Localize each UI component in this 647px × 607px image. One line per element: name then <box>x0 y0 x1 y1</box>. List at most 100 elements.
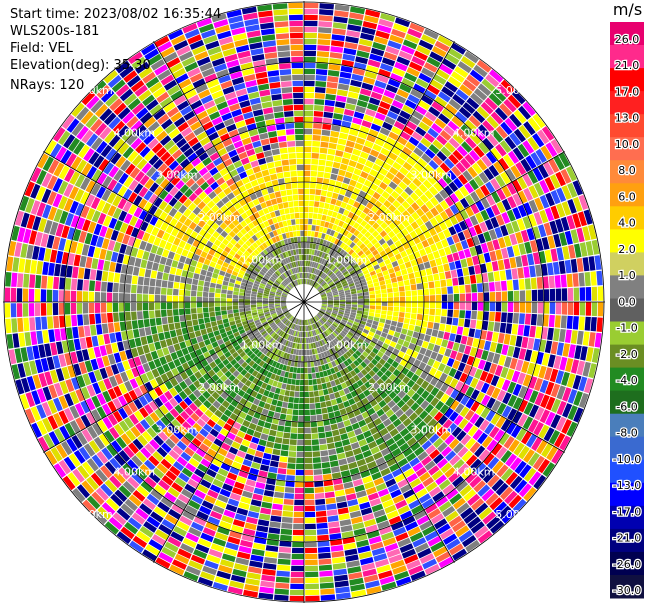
velocity-bin <box>351 304 358 308</box>
velocity-bin <box>331 312 337 317</box>
velocity-bin <box>457 231 466 242</box>
velocity-bin <box>507 394 518 407</box>
velocity-bin <box>91 395 101 408</box>
velocity-bin <box>248 375 255 382</box>
velocity-bin <box>371 324 378 330</box>
velocity-bin <box>402 274 409 281</box>
velocity-bin <box>306 272 309 279</box>
velocity-bin <box>332 119 342 126</box>
velocity-bin <box>115 263 122 273</box>
velocity-bin <box>304 230 308 237</box>
velocity-bin <box>338 342 344 348</box>
velocity-bin <box>262 321 268 326</box>
velocity-bin <box>202 223 211 232</box>
velocity-bin <box>309 391 314 398</box>
velocity-bin <box>162 363 171 373</box>
velocity-bin <box>69 186 79 200</box>
velocity-bin <box>348 572 363 580</box>
velocity-bin <box>366 174 376 183</box>
velocity-bin <box>361 266 368 272</box>
velocity-bin <box>321 233 326 240</box>
velocity-bin <box>301 349 304 356</box>
velocity-bin <box>386 238 394 247</box>
velocity-bin <box>437 363 446 372</box>
velocity-bin <box>347 430 356 439</box>
velocity-bin <box>353 374 360 382</box>
velocity-bin <box>65 379 75 393</box>
velocity-bin <box>211 382 220 391</box>
velocity-bin <box>353 277 360 283</box>
velocity-bin <box>444 158 455 169</box>
velocity-bin <box>125 311 131 321</box>
velocity-bin <box>511 220 520 233</box>
velocity-bin <box>342 222 349 230</box>
velocity-bin <box>131 367 140 378</box>
velocity-bin <box>272 284 278 289</box>
velocity-bin <box>364 325 371 331</box>
velocity-bin <box>357 260 364 266</box>
velocity-bin <box>419 347 427 355</box>
velocity-bin <box>158 332 165 341</box>
velocity-bin <box>396 364 404 372</box>
velocity-bin <box>304 457 313 464</box>
velocity-bin <box>262 495 273 503</box>
velocity-bin <box>181 233 190 243</box>
velocity-bin <box>507 94 522 109</box>
velocity-bin <box>439 200 449 210</box>
velocity-bin <box>192 319 199 326</box>
velocity-bin <box>233 386 241 394</box>
velocity-bin <box>415 217 424 227</box>
velocity-bin <box>93 436 105 450</box>
velocity-bin <box>437 178 448 189</box>
velocity-bin <box>250 302 257 305</box>
velocity-bin <box>348 504 360 513</box>
velocity-bin <box>350 154 359 162</box>
velocity-bin <box>188 457 200 468</box>
velocity-bin <box>142 549 157 562</box>
velocity-bin <box>432 46 447 58</box>
velocity-bin <box>496 377 505 389</box>
velocity-bin <box>555 288 562 301</box>
velocity-bin <box>231 461 242 470</box>
velocity-bin <box>350 288 357 292</box>
velocity-bin <box>328 271 334 277</box>
velocity-bin <box>193 225 202 234</box>
velocity-bin <box>239 288 246 293</box>
velocity-bin <box>156 446 168 458</box>
velocity-bin <box>266 397 273 404</box>
velocity-bin <box>421 255 429 263</box>
velocity-bin <box>245 578 260 586</box>
velocity-bin <box>85 180 96 193</box>
velocity-bin <box>416 515 430 526</box>
velocity-bin <box>439 221 448 231</box>
velocity-bin <box>124 293 131 302</box>
velocity-bin <box>198 280 205 286</box>
velocity-bin <box>339 276 345 281</box>
velocity-bin <box>212 458 223 468</box>
velocity-bin <box>304 427 311 434</box>
velocity-bin <box>308 373 313 380</box>
velocity-bin <box>202 297 209 302</box>
velocity-bin <box>281 383 287 390</box>
velocity-bin <box>561 302 568 315</box>
velocity-bin <box>295 337 299 343</box>
velocity-bin <box>232 294 239 299</box>
velocity-bin <box>79 255 87 268</box>
velocity-bin <box>253 249 260 256</box>
velocity-bin <box>271 454 280 462</box>
velocity-bin <box>184 483 196 494</box>
velocity-bin <box>336 213 343 220</box>
velocity-bin <box>394 453 405 463</box>
velocity-bin <box>326 369 332 376</box>
velocity-bin <box>406 157 417 167</box>
velocity-bin <box>380 221 388 230</box>
velocity-bin <box>95 270 103 281</box>
velocity-bin <box>243 323 250 329</box>
velocity-bin <box>165 224 174 234</box>
velocity-bin <box>470 521 485 534</box>
velocity-bin <box>490 413 501 425</box>
velocity-bin <box>419 269 427 277</box>
velocity-bin <box>259 464 270 472</box>
velocity-bin <box>293 505 304 512</box>
velocity-bin <box>381 306 388 311</box>
